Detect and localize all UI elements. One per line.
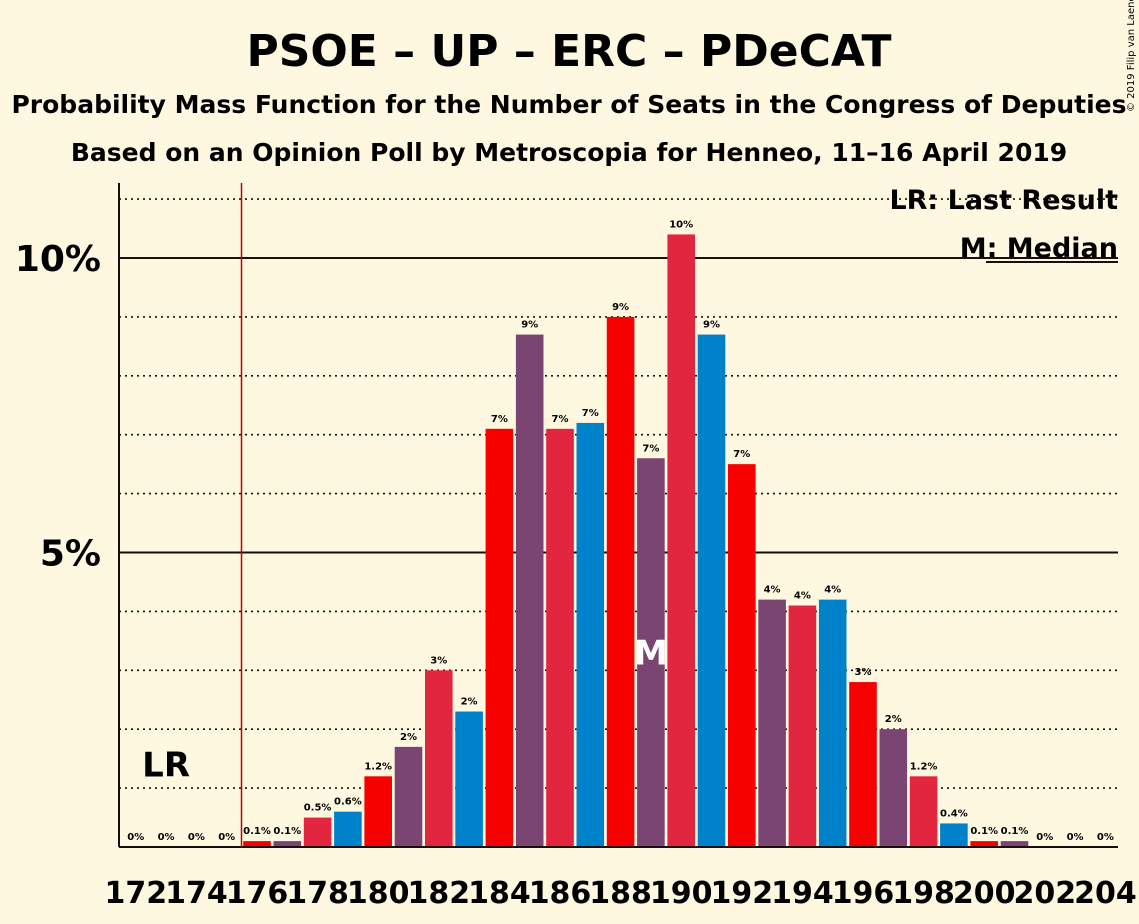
data-label-200: 0.1% [970, 826, 998, 837]
data-label-201: 0.1% [1001, 826, 1029, 837]
x-tick-label: 200 [953, 876, 1016, 911]
bar-197 [879, 729, 908, 847]
bar-189 [637, 458, 665, 847]
data-label-192: 7% [733, 449, 750, 460]
x-tick-label: 192 [710, 876, 773, 911]
data-label-186: 7% [552, 414, 569, 425]
last-result-marker: LR [142, 745, 190, 785]
bar-185 [515, 334, 544, 847]
data-label-178: 0.5% [304, 803, 332, 814]
data-label-195: 4% [824, 585, 841, 596]
data-label-188: 9% [612, 302, 629, 313]
bar-191 [697, 334, 726, 847]
data-label-197: 2% [885, 714, 902, 725]
data-label-198: 1.2% [910, 761, 938, 772]
chart-subtitle-source: Based on an Opinion Poll by Metroscopia … [71, 138, 1067, 167]
bar-196 [849, 682, 877, 847]
y-tick-label: 10% [15, 239, 101, 280]
data-label-193: 4% [764, 585, 781, 596]
data-label-185: 9% [521, 320, 538, 331]
bar-179 [334, 811, 362, 847]
bar-199 [940, 823, 968, 847]
bar-176 [243, 841, 271, 847]
data-label-194: 4% [794, 591, 811, 602]
data-label-191: 9% [703, 320, 720, 331]
bar-186 [546, 428, 574, 847]
bar-188 [606, 316, 635, 847]
x-tick-label: 180 [347, 876, 410, 911]
x-tick-label: 202 [1013, 876, 1076, 911]
data-label-174: 0% [188, 832, 205, 843]
data-label-176: 0.1% [243, 826, 271, 837]
x-tick-label: 174 [165, 876, 228, 911]
x-tick-label: 172 [104, 876, 167, 911]
x-tick-label: 176 [226, 876, 289, 911]
bar-180 [364, 776, 392, 847]
x-tick-label: 184 [468, 876, 531, 911]
bar-182 [425, 670, 453, 847]
data-label-204: 0% [1097, 832, 1114, 843]
data-label-172: 0% [127, 832, 144, 843]
x-tick-label: 204 [1074, 876, 1137, 911]
bar-193 [758, 599, 786, 847]
legend-last-result: LR: Last Result [889, 185, 1118, 216]
bar-177 [273, 841, 302, 847]
data-label-181: 2% [400, 732, 417, 743]
x-tick-label: 190 [650, 876, 713, 911]
x-tick-label: 178 [286, 876, 349, 911]
bar-183 [455, 711, 483, 847]
x-tick-label: 194 [771, 876, 834, 911]
data-label-187: 7% [582, 408, 599, 419]
bar-190 [667, 234, 695, 847]
x-tick-label: 186 [529, 876, 592, 911]
chart-title: PSOE – UP – ERC – PDeCAT [246, 26, 891, 77]
data-label-196: 3% [855, 667, 872, 678]
x-axis-ticks: 1721741761781801821841861881901921941961… [104, 876, 1136, 911]
bar-195 [818, 599, 847, 847]
data-label-182: 3% [430, 655, 447, 666]
bars [243, 234, 1029, 847]
data-label-173: 0% [158, 832, 175, 843]
data-label-183: 2% [461, 697, 478, 708]
bar-178 [303, 817, 332, 847]
y-tick-label: 5% [40, 534, 101, 575]
legend-median: M: Median [960, 233, 1118, 264]
data-label-189: 7% [642, 443, 659, 454]
y-axis-ticks: 5% 10% [15, 239, 101, 575]
x-tick-label: 188 [589, 876, 652, 911]
data-label-199: 0.4% [940, 808, 968, 819]
bar-200 [970, 841, 998, 847]
data-label-203: 0% [1067, 832, 1084, 843]
bar-181 [394, 746, 423, 847]
data-label-179: 0.6% [334, 797, 362, 808]
median-marker: M [634, 634, 668, 674]
bar-184 [485, 428, 514, 847]
x-tick-label: 198 [892, 876, 955, 911]
data-label-177: 0.1% [273, 826, 301, 837]
bar-201 [1000, 841, 1029, 847]
data-label-184: 7% [491, 414, 508, 425]
x-tick-label: 182 [407, 876, 470, 911]
data-label-190: 10% [669, 219, 693, 230]
data-label-180: 1.2% [364, 761, 392, 772]
data-label-202: 0% [1036, 832, 1053, 843]
data-labels: 0% 0% 0% 0%0.1% 0.1%0.5%0.6%1.2%2%3%2%7%9%7%… [127, 219, 1114, 843]
bar-194 [788, 605, 817, 847]
bar-198 [909, 776, 938, 847]
copyright-notice: © 2019 Filip van Laenen [1126, 0, 1137, 112]
bar-187 [576, 422, 605, 847]
data-label-175: 0% [218, 832, 235, 843]
bar-192 [728, 464, 756, 847]
x-tick-label: 196 [832, 876, 895, 911]
chart-subtitle: Probability Mass Function for the Number… [11, 90, 1126, 119]
